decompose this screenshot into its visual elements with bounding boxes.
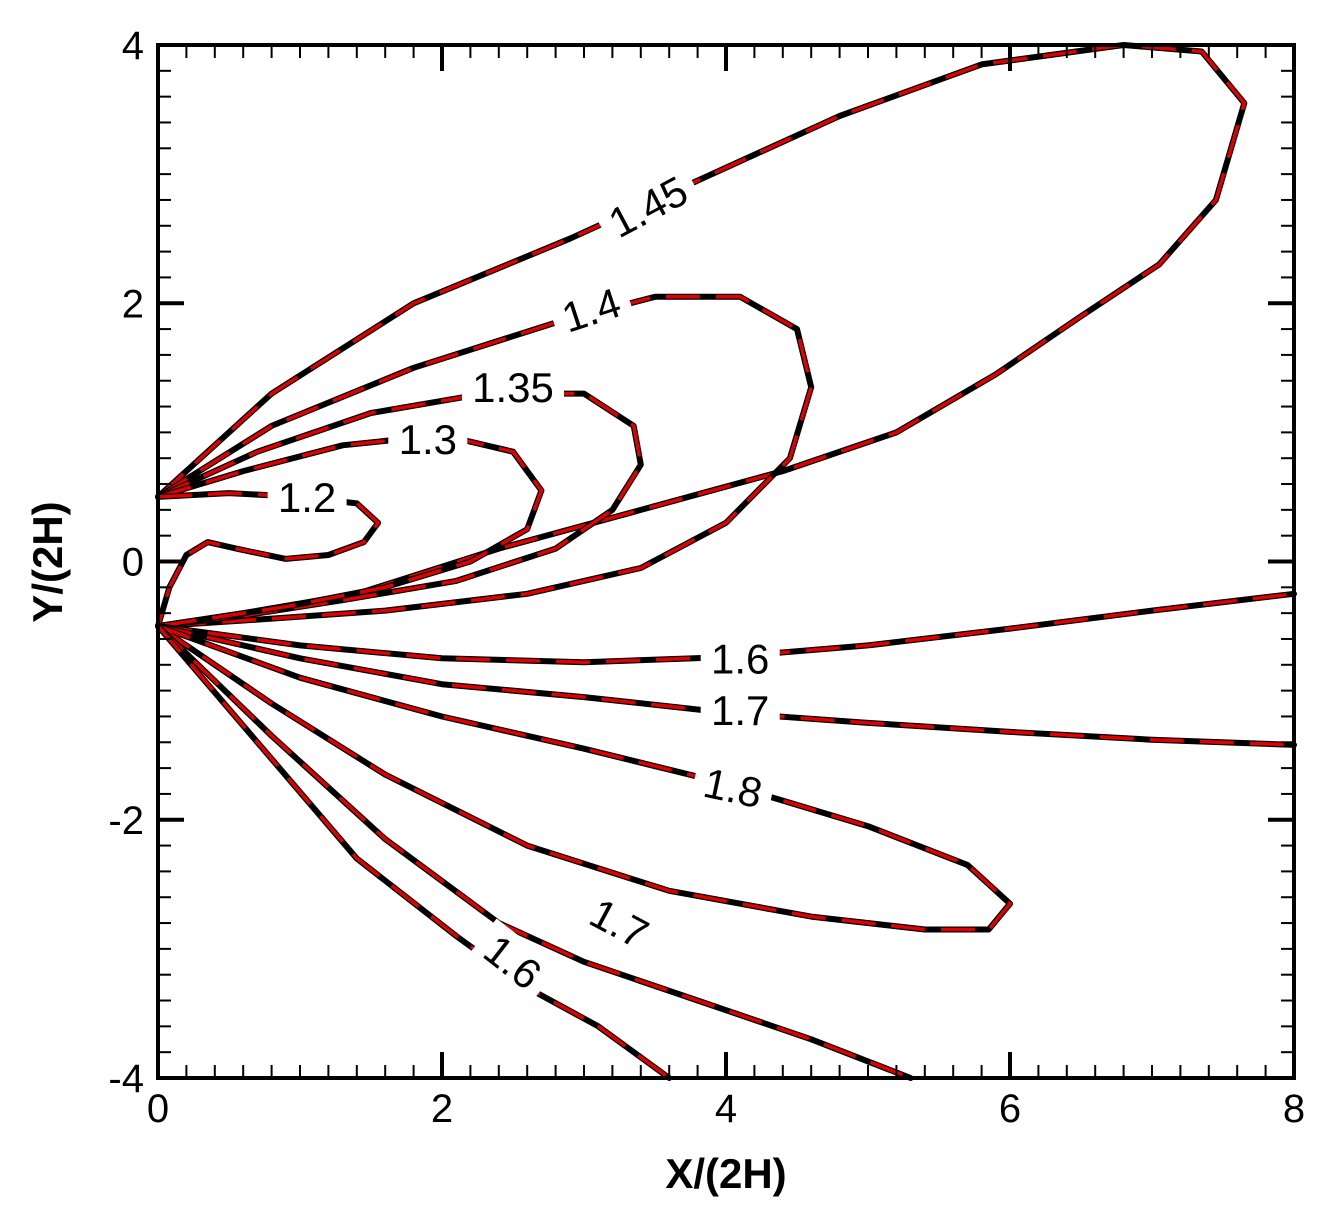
contour-label-group-4: 1.2 (267, 472, 347, 521)
contour-label-bg-8 (573, 883, 666, 963)
x-tick-label-1: 2 (431, 1087, 453, 1131)
contour-line-dashed-0 (156, 43, 1247, 628)
contour-label-group-2: 1.35 (462, 363, 564, 412)
contour-line-dashed-3 (157, 433, 544, 628)
contour-label-6: 1.7 (711, 687, 769, 734)
contour-label-group-1: 1.4 (546, 274, 637, 345)
tick-labels: 0 2 4 6 8 -4 -2 0 2 4 (108, 24, 1305, 1131)
contour-label-3: 1.3 (399, 416, 457, 463)
contour-label-bg-2 (462, 363, 564, 412)
plot-frame (156, 43, 1296, 1080)
contour-label-bg-9 (467, 918, 559, 1006)
x-tick-label-4: 8 (1283, 1087, 1305, 1131)
contour-label-group-7: 1.8 (689, 755, 777, 820)
x-tick-label-0: 0 (147, 1087, 169, 1131)
contour-label-bg-0 (591, 161, 705, 252)
y-tick-label-1: -2 (108, 799, 144, 843)
contour-label-group-8: 1.7 (573, 883, 666, 963)
contour-label-group-9: 1.6 (467, 918, 559, 1006)
contour-line-dashed-8 (156, 624, 912, 1080)
x-tick-label-2: 4 (715, 1087, 737, 1131)
contour-labels: 1.451.41.351.31.21.61.71.81.71.6 (267, 161, 780, 1006)
contour-label-group-6: 1.7 (700, 685, 780, 734)
contour-label-bg-7 (689, 755, 777, 820)
contour-label-5: 1.6 (711, 635, 769, 682)
y-axis-title: Y/(2H) (24, 501, 71, 622)
y-tick-label-0: -4 (108, 1057, 144, 1101)
x-axis-title: X/(2H) (665, 1150, 786, 1197)
contour-label-bg-5 (700, 634, 780, 683)
y-tick-label-2: 0 (122, 541, 144, 585)
axis-ticks (156, 43, 1296, 1080)
y-tick-label-4: 4 (122, 24, 144, 68)
contour-label-bg-6 (700, 685, 780, 734)
contour-label-group-5: 1.6 (700, 634, 780, 683)
contour-label-bg-4 (267, 472, 347, 521)
contour-line-dashed-1 (157, 295, 814, 628)
contour-label-group-3: 1.3 (388, 414, 468, 463)
contour-label-group-0: 1.45 (591, 161, 705, 252)
x-tick-label-3: 6 (999, 1087, 1021, 1131)
contour-label-4: 1.2 (278, 474, 336, 521)
y-tick-label-3: 2 (122, 282, 144, 326)
contour-line-dashed-2 (157, 391, 643, 628)
contour-label-7: 1.8 (700, 759, 767, 817)
contour-line-dashed-7 (157, 624, 1013, 932)
contour-lines (155, 42, 1297, 1081)
contour-line-solid-9 (155, 623, 673, 1081)
contour-line-dashed-9 (156, 624, 671, 1080)
contour-label-2: 1.35 (472, 364, 554, 411)
contour-label-bg-1 (546, 274, 637, 345)
contour-label-bg-3 (388, 414, 468, 463)
